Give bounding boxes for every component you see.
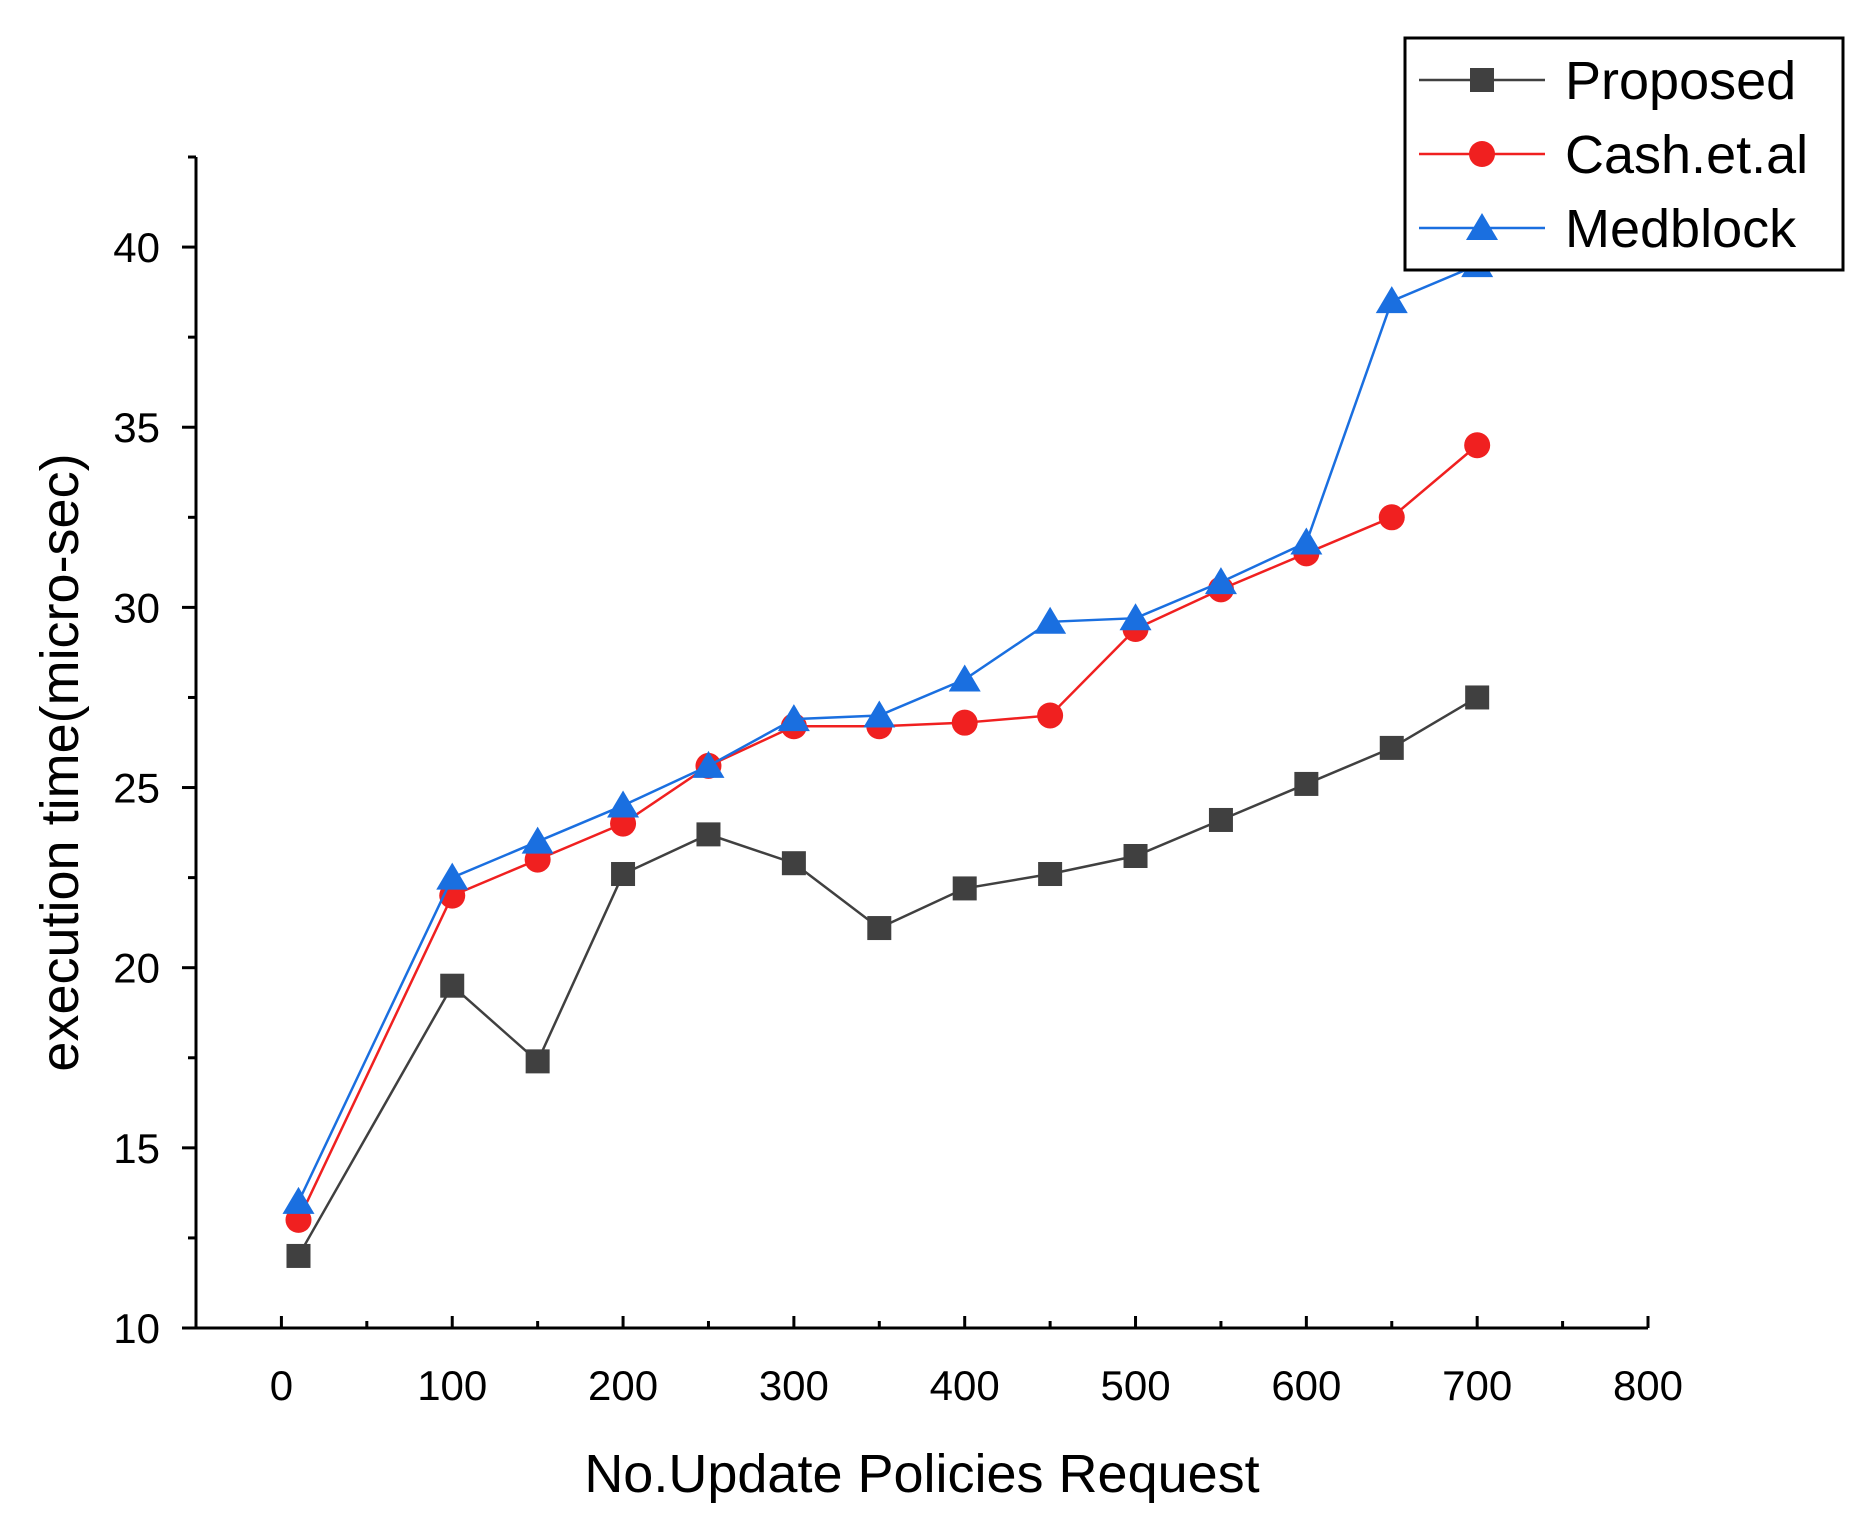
data-point: [1290, 527, 1323, 555]
ticks: 0 100 200 300 400 500 600 700 800 10 15 20 25 30 35 40: [113, 224, 1683, 1409]
data-point: [1375, 286, 1408, 314]
y-tick-label: 40: [113, 224, 160, 271]
data-point: [951, 709, 978, 736]
minor-ticks: [188, 155, 1565, 1328]
data-point: [692, 750, 725, 778]
data-point: [777, 704, 810, 732]
data-point: [611, 862, 636, 887]
x-tick-label: 700: [1442, 1362, 1512, 1409]
x-tick-label: 400: [930, 1362, 1000, 1409]
data-point: [1378, 504, 1405, 531]
series-line: [297, 444, 1478, 1221]
x-tick-label: 600: [1271, 1362, 1341, 1409]
axes: [194, 157, 1648, 1330]
data-point: [286, 1243, 311, 1268]
legend-swatch-marker: [1469, 141, 1495, 167]
y-tick-label: 10: [113, 1305, 160, 1352]
y-tick-label: 30: [113, 584, 160, 631]
y-axis-title: execution time(micro-sec): [30, 453, 90, 1071]
data-point: [1037, 702, 1064, 729]
x-tick-label: 500: [1100, 1362, 1170, 1409]
data-point: [867, 916, 892, 941]
data-point: [1204, 567, 1237, 595]
x-tick-label: 0: [270, 1362, 293, 1409]
data-point: [607, 790, 640, 818]
data-point: [952, 876, 977, 901]
series-line: [297, 696, 1478, 1257]
y-tick-label: 15: [113, 1125, 160, 1172]
y-tick-label: 20: [113, 945, 160, 992]
y-tick-label: 35: [113, 404, 160, 451]
data-point: [948, 664, 981, 692]
data-point: [863, 700, 896, 728]
series-lines: [282, 250, 1494, 1268]
legend-label: Proposed: [1565, 51, 1796, 111]
data-point: [1034, 606, 1067, 634]
legend-swatch-marker: [1470, 68, 1494, 92]
data-point: [1379, 735, 1404, 760]
data-point: [1208, 807, 1233, 832]
data-point: [1464, 432, 1491, 459]
series-line: [297, 263, 1478, 1203]
x-tick-label: 100: [417, 1362, 487, 1409]
series-proposed: [286, 685, 1490, 1268]
data-point: [1123, 843, 1148, 868]
data-point: [521, 826, 554, 854]
legend-label: Medblock: [1565, 199, 1797, 259]
legend-label: Cash.et.al: [1565, 125, 1808, 185]
legend-swatch-marker: [1466, 213, 1498, 240]
data-point: [1294, 771, 1319, 796]
data-point: [282, 1186, 315, 1214]
data-point: [1038, 862, 1063, 887]
data-point: [440, 973, 465, 998]
y-tick-label: 25: [113, 765, 160, 812]
data-point: [696, 822, 721, 847]
data-point: [436, 862, 469, 890]
legend: Proposed Cash.et.al Medblock: [1403, 36, 1845, 272]
x-tick-label: 300: [759, 1362, 829, 1409]
data-point: [525, 1049, 550, 1074]
x-tick-label: 200: [588, 1362, 658, 1409]
x-axis-title: No.Update Policies Request: [584, 1444, 1259, 1504]
x-tick-label: 800: [1613, 1362, 1683, 1409]
data-point: [1465, 685, 1490, 710]
data-point: [1119, 603, 1152, 631]
data-point: [781, 851, 806, 876]
